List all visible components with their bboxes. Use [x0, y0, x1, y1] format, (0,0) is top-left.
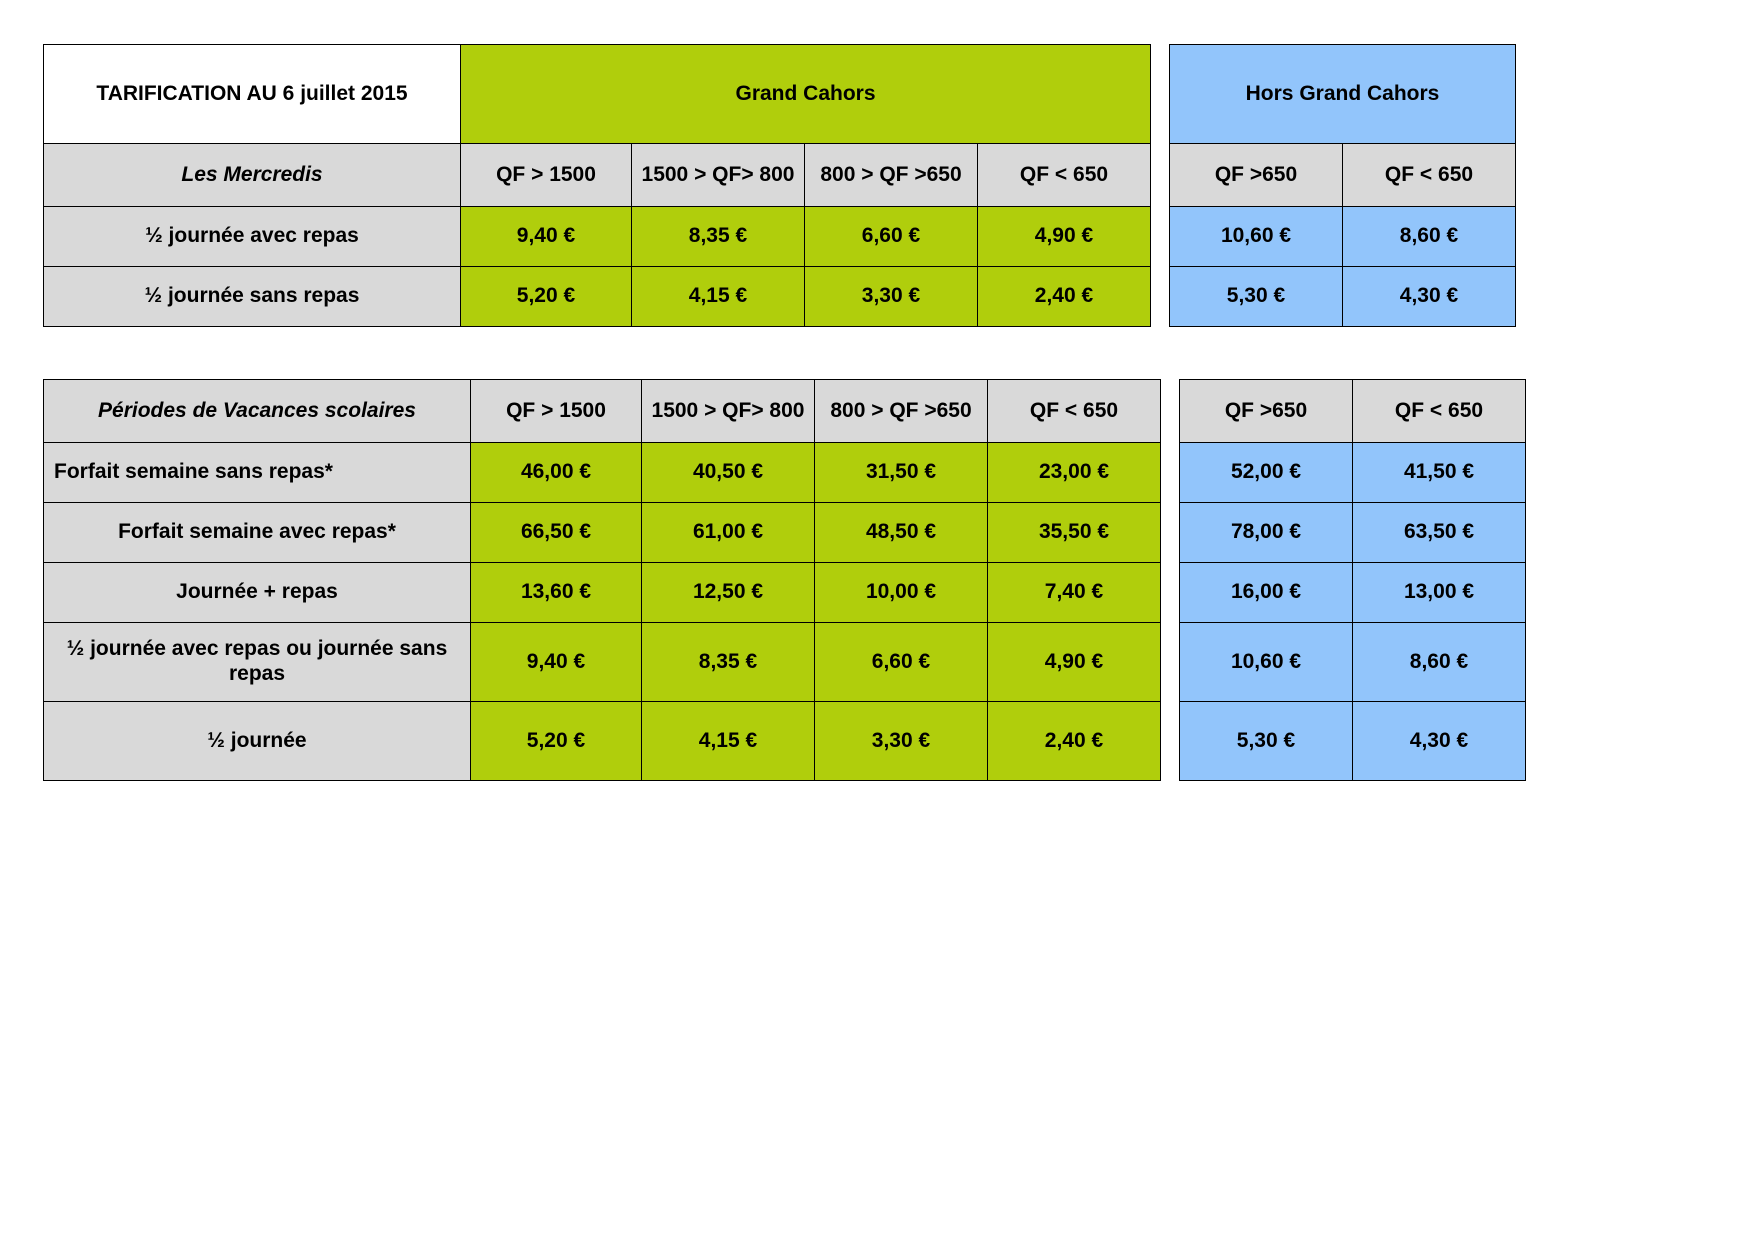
price-cell: 12,50 €	[641, 562, 815, 623]
row-label: Forfait semaine sans repas*	[43, 442, 471, 503]
price-cell: 52,00 €	[1179, 442, 1353, 503]
column-header-green-3: QF < 650	[987, 379, 1161, 443]
table-header-row-title: Hors Grand Cahors	[1169, 44, 1516, 144]
table-row: 10,60 € 8,60 €	[1179, 622, 1526, 702]
table-header-row-columns: Les Mercredis QF > 1500 1500 > QF> 800 8…	[43, 143, 1151, 207]
price-cell: 9,40 €	[460, 206, 632, 267]
price-cell: 4,90 €	[977, 206, 1151, 267]
table-header-row-columns: QF >650 QF < 650	[1169, 143, 1516, 207]
table-row: 5,30 € 4,30 €	[1169, 266, 1516, 327]
table-row: ½ journée sans repas 5,20 € 4,15 € 3,30 …	[43, 266, 1151, 327]
column-header-green-1: 1500 > QF> 800	[631, 143, 805, 207]
price-cell: 48,50 €	[814, 502, 988, 563]
price-cell: 8,60 €	[1342, 206, 1516, 267]
price-cell: 2,40 €	[977, 266, 1151, 327]
price-cell: 4,90 €	[987, 622, 1161, 702]
price-cell: 7,40 €	[987, 562, 1161, 623]
price-cell: 5,30 €	[1179, 701, 1353, 781]
column-header-green-2: 800 > QF >650	[804, 143, 978, 207]
price-cell: 66,50 €	[470, 502, 642, 563]
table-row: 5,30 € 4,30 €	[1179, 701, 1526, 781]
vacances-hors-table: QF >650 QF < 650 52,00 € 41,50 € 78,00 €…	[1179, 379, 1526, 781]
price-cell: 23,00 €	[987, 442, 1161, 503]
column-header-blue-0: QF >650	[1169, 143, 1343, 207]
column-header-green-2: 800 > QF >650	[814, 379, 988, 443]
row-label: Journée + repas	[43, 562, 471, 623]
price-cell: 78,00 €	[1179, 502, 1353, 563]
mercredis-hors-table: Hors Grand Cahors QF >650 QF < 650 10,60…	[1169, 44, 1516, 327]
row-label: ½ journée	[43, 701, 471, 781]
price-cell: 3,30 €	[814, 701, 988, 781]
table-row: 16,00 € 13,00 €	[1179, 562, 1526, 623]
price-cell: 63,50 €	[1352, 502, 1526, 563]
price-cell: 13,00 €	[1352, 562, 1526, 623]
price-cell: 3,30 €	[804, 266, 978, 327]
row-label: ½ journée avec repas ou journée sans rep…	[43, 622, 471, 702]
price-cell: 8,35 €	[631, 206, 805, 267]
table-row: ½ journée avec repas ou journée sans rep…	[43, 622, 1161, 702]
table-row: 78,00 € 63,50 €	[1179, 502, 1526, 563]
table-row: ½ journée avec repas 9,40 € 8,35 € 6,60 …	[43, 206, 1151, 267]
price-cell: 41,50 €	[1352, 442, 1526, 503]
table-header-row-columns: Périodes de Vacances scolaires QF > 1500…	[43, 379, 1161, 443]
column-header-green-0: QF > 1500	[460, 143, 632, 207]
price-cell: 40,50 €	[641, 442, 815, 503]
price-cell: 6,60 €	[814, 622, 988, 702]
column-header-blue-1: QF < 650	[1342, 143, 1516, 207]
price-cell: 10,60 €	[1169, 206, 1343, 267]
price-cell: 61,00 €	[641, 502, 815, 563]
price-cell: 6,60 €	[804, 206, 978, 267]
price-cell: 5,30 €	[1169, 266, 1343, 327]
table-row: 52,00 € 41,50 €	[1179, 442, 1526, 503]
column-header-green-0: QF > 1500	[470, 379, 642, 443]
price-cell: 4,30 €	[1342, 266, 1516, 327]
group-header-hors-grand-cahors: Hors Grand Cahors	[1169, 44, 1516, 144]
vacances-table-block: Périodes de Vacances scolaires QF > 1500…	[43, 379, 1526, 781]
price-cell: 2,40 €	[987, 701, 1161, 781]
group-header-grand-cahors: Grand Cahors	[460, 44, 1151, 144]
row-label: ½ journée avec repas	[43, 206, 461, 267]
price-cell: 16,00 €	[1179, 562, 1353, 623]
price-cell: 5,20 €	[470, 701, 642, 781]
row-label: Forfait semaine avec repas*	[43, 502, 471, 563]
price-cell: 5,20 €	[460, 266, 632, 327]
price-cell: 10,60 €	[1179, 622, 1353, 702]
price-cell: 8,60 €	[1352, 622, 1526, 702]
price-cell: 10,00 €	[814, 562, 988, 623]
price-cell: 13,60 €	[470, 562, 642, 623]
table-header-row-columns: QF >650 QF < 650	[1179, 379, 1526, 443]
section-label-vacances: Périodes de Vacances scolaires	[43, 379, 471, 443]
price-cell: 4,30 €	[1352, 701, 1526, 781]
column-header-green-3: QF < 650	[977, 143, 1151, 207]
column-header-green-1: 1500 > QF> 800	[641, 379, 815, 443]
section-label-mercredis: Les Mercredis	[43, 143, 461, 207]
table-row: Forfait semaine sans repas* 46,00 € 40,5…	[43, 442, 1161, 503]
mercredis-table-block: TARIFICATION AU 6 juillet 2015 Grand Cah…	[43, 44, 1516, 327]
price-cell: 46,00 €	[470, 442, 642, 503]
table-row: Journée + repas 13,60 € 12,50 € 10,00 € …	[43, 562, 1161, 623]
table-row: Forfait semaine avec repas* 66,50 € 61,0…	[43, 502, 1161, 563]
table-row: 10,60 € 8,60 €	[1169, 206, 1516, 267]
price-cell: 31,50 €	[814, 442, 988, 503]
price-cell: 35,50 €	[987, 502, 1161, 563]
table-header-row-title: TARIFICATION AU 6 juillet 2015 Grand Cah…	[43, 44, 1151, 144]
row-label: ½ journée sans repas	[43, 266, 461, 327]
document-title-cell: TARIFICATION AU 6 juillet 2015	[43, 44, 461, 144]
column-header-blue-0: QF >650	[1179, 379, 1353, 443]
price-cell: 4,15 €	[641, 701, 815, 781]
price-cell: 4,15 €	[631, 266, 805, 327]
column-header-blue-1: QF < 650	[1352, 379, 1526, 443]
price-cell: 9,40 €	[470, 622, 642, 702]
table-row: ½ journée 5,20 € 4,15 € 3,30 € 2,40 €	[43, 701, 1161, 781]
price-cell: 8,35 €	[641, 622, 815, 702]
vacances-main-table: Périodes de Vacances scolaires QF > 1500…	[43, 379, 1161, 781]
mercredis-main-table: TARIFICATION AU 6 juillet 2015 Grand Cah…	[43, 44, 1151, 327]
